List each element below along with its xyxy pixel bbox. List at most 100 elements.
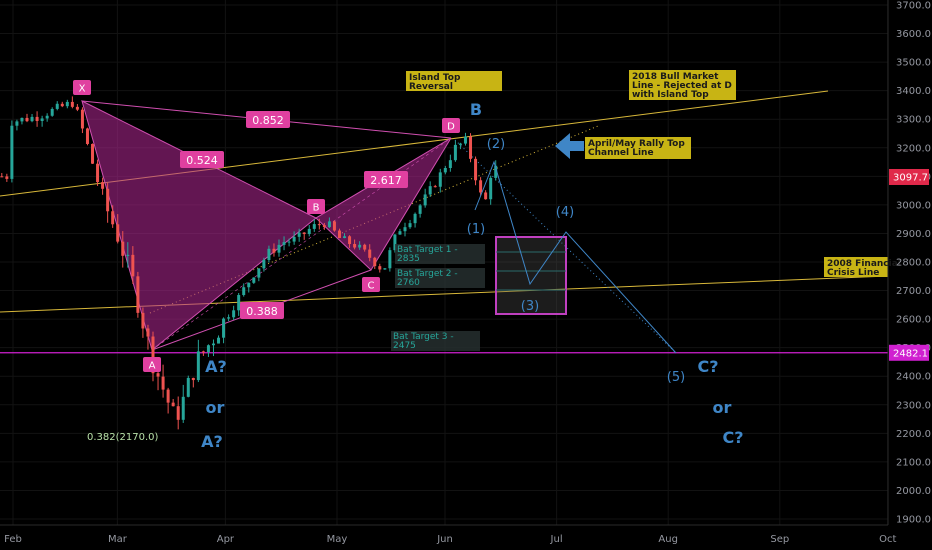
candle-body [20, 117, 24, 122]
candle-body [171, 402, 175, 407]
candle-body [50, 108, 54, 116]
target-text: Bat Target 3 - [393, 332, 454, 342]
note-box [629, 70, 736, 100]
pattern-point-badge [362, 277, 380, 292]
candle-body [96, 163, 100, 183]
x-tick-label: Apr [217, 534, 235, 545]
candle-body [146, 328, 150, 337]
candle-body [222, 318, 226, 338]
candle-body [474, 158, 478, 181]
candle-body [237, 295, 241, 311]
y-tick-label: 3400.0 [896, 86, 931, 97]
candle-body [196, 351, 200, 381]
candle-body [201, 351, 205, 353]
candle-body [106, 188, 110, 212]
candle-body [15, 121, 19, 126]
pattern-point-badge [307, 199, 325, 214]
candle-body [282, 242, 286, 245]
candle-body [388, 250, 392, 269]
candle-body [10, 125, 14, 179]
candle-body [287, 241, 291, 243]
candle-body [489, 177, 493, 200]
candle-body [75, 106, 79, 110]
target-box [395, 268, 485, 288]
x-tick-label: Oct [879, 534, 896, 545]
candle-body [70, 101, 74, 107]
candle-body [45, 115, 49, 119]
wave-label: (4) [556, 205, 574, 220]
candle-body [398, 231, 402, 235]
note-text: Line - Rejected at D [632, 81, 732, 91]
candle-body [35, 116, 39, 122]
candle-body [55, 103, 59, 109]
candle-body [438, 172, 442, 187]
candle-body [206, 345, 210, 353]
candle-body [181, 396, 185, 420]
target-text: 2475 [393, 341, 416, 351]
candle-body [479, 180, 483, 193]
x-tick-label: Jun [436, 534, 453, 545]
candle-body [423, 194, 427, 206]
x-tick-label: Mar [108, 534, 128, 545]
wave-big-label: or [206, 398, 225, 417]
target-text: Bat Target 2 - [397, 269, 458, 279]
candle-body [91, 143, 95, 164]
candle-body [403, 227, 407, 232]
last-price-tag: 3097.7 [889, 168, 929, 185]
target-box [391, 331, 480, 351]
candle-body [433, 186, 437, 188]
ratio-badge [246, 111, 290, 128]
candle-body [141, 312, 145, 329]
candle-body [453, 144, 457, 161]
candle-body [418, 205, 422, 214]
target-text: Bat Target 1 - [397, 245, 458, 255]
candle-body [116, 224, 120, 242]
x-axis[interactable]: Feb Mar Apr May Jun Jul Aug Sep Oct [0, 524, 897, 545]
candle-body [30, 116, 34, 122]
candle-body [307, 228, 311, 235]
candle-body [277, 244, 281, 253]
candle-body [121, 241, 125, 256]
note-box [406, 71, 502, 91]
candle-body [126, 254, 130, 256]
x-tick-label: Jul [550, 534, 563, 545]
target-zone-box [495, 236, 567, 315]
candle-body [494, 165, 498, 178]
x-tick-label: Aug [658, 534, 678, 545]
candle-body [267, 248, 271, 261]
candle-body [247, 282, 251, 288]
arrow-left-icon [555, 133, 584, 159]
candle-body [136, 276, 140, 313]
candle-body [383, 268, 387, 270]
candle-body [413, 213, 417, 224]
wave-label: (2) [487, 137, 505, 152]
candle-body [469, 136, 473, 159]
candle-body [65, 101, 69, 107]
candle-body [60, 103, 64, 107]
y-tick-label: 3300.0 [896, 115, 931, 126]
candle-body [428, 186, 432, 195]
candle-body [40, 118, 44, 122]
candle-body [166, 389, 170, 403]
candle-body [358, 244, 362, 248]
note-text: 2018 Bull Market [632, 72, 719, 82]
ratio-label: 0.852 [252, 114, 284, 127]
note-text: with Island Top [632, 90, 709, 100]
candle-body [242, 287, 246, 296]
ratio-badge [364, 171, 408, 188]
candle-body [101, 182, 105, 189]
level-price-tag-text: 2482.1 [893, 348, 928, 359]
candle-body [297, 232, 301, 237]
y-tick-label: 3500.0 [896, 58, 931, 69]
candle-body [368, 249, 372, 258]
fib-label: 0.382(2170.0) [87, 432, 159, 443]
pattern-point-label: X [79, 84, 86, 95]
candle-body [327, 221, 331, 228]
x-tick-label: Sep [770, 534, 789, 545]
candle-body [232, 310, 236, 318]
wave-big-label: A? [205, 357, 227, 376]
y-tick-label: 2300.0 [896, 400, 931, 411]
annotations: X A B C D 0.852 0.524 2.617 0.388 Island TopRever… [73, 70, 901, 451]
wave-big-label: C? [697, 357, 718, 376]
